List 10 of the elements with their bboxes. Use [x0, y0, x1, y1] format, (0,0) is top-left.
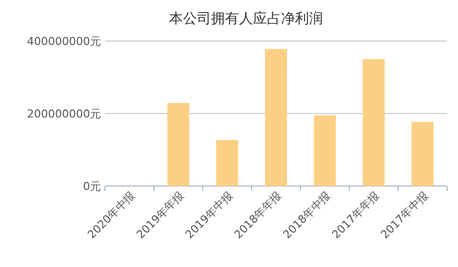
bar [265, 48, 287, 186]
bar [216, 140, 238, 186]
y-tick-label: 400000000元 [27, 35, 101, 48]
bar [314, 115, 336, 186]
bar [362, 59, 385, 186]
chart-title: 本公司拥有人应占净利润 [169, 11, 323, 27]
y-tick-label: 0元 [83, 180, 101, 193]
bar [412, 122, 434, 186]
y-tick-label: 200000000元 [27, 108, 101, 120]
bar [167, 102, 190, 186]
